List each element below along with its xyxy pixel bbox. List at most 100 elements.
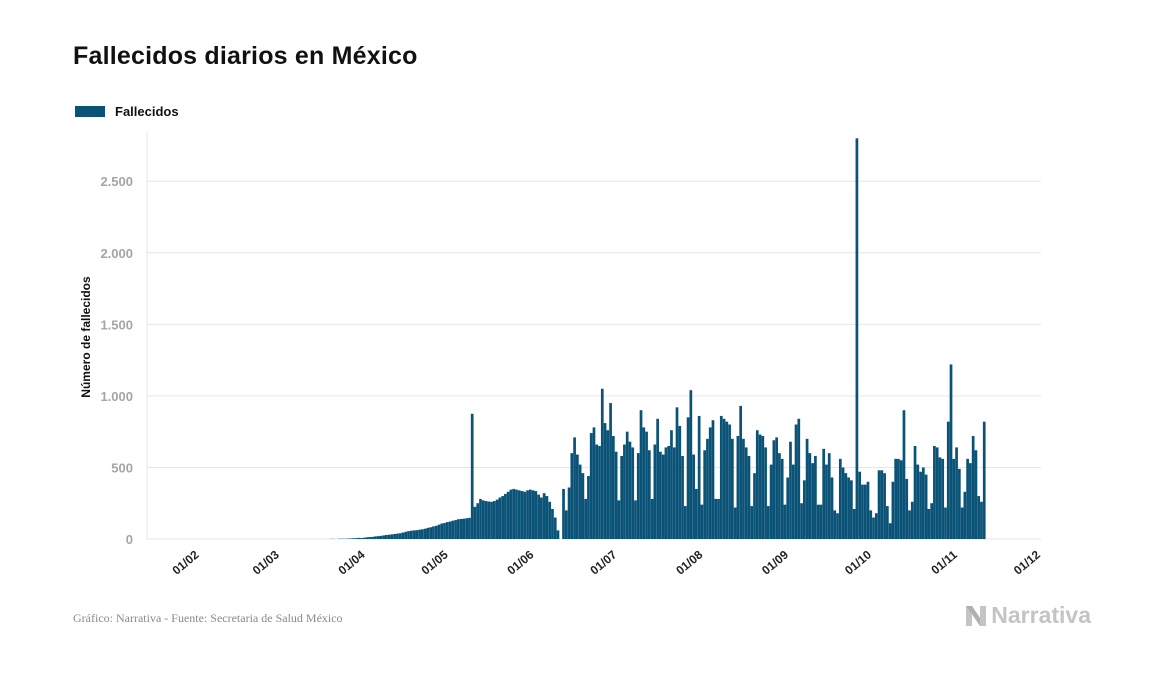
bar — [492, 501, 496, 539]
bar — [800, 503, 803, 539]
bar — [501, 496, 504, 539]
bar — [421, 529, 424, 539]
bar — [930, 503, 933, 539]
bar — [357, 537, 361, 539]
bar — [706, 438, 709, 539]
bar — [725, 421, 729, 539]
bar — [412, 530, 416, 539]
bar — [454, 520, 457, 539]
bar — [614, 451, 618, 539]
bar — [897, 458, 900, 539]
bar — [534, 491, 538, 539]
bar — [733, 507, 737, 539]
bar — [551, 508, 554, 539]
bar — [468, 517, 471, 539]
x-tick-label: 01/04 — [336, 547, 368, 577]
bar — [910, 501, 914, 539]
bar — [855, 138, 859, 539]
x-tick-label: 01/07 — [587, 547, 619, 577]
bar — [919, 471, 922, 539]
bar — [980, 501, 983, 539]
bar — [880, 470, 884, 539]
bar — [362, 537, 366, 539]
bar — [750, 506, 754, 539]
bar — [747, 456, 751, 539]
bar — [642, 427, 646, 539]
bar — [775, 437, 778, 539]
bar — [423, 528, 427, 539]
bar — [387, 534, 391, 539]
bar — [470, 413, 474, 539]
bar — [379, 535, 383, 539]
bar — [564, 510, 568, 539]
bar — [683, 506, 687, 539]
bar — [498, 497, 502, 539]
bar — [692, 454, 695, 539]
bar — [404, 531, 408, 539]
bar — [542, 493, 546, 539]
bar — [863, 484, 867, 539]
bar — [517, 490, 521, 539]
x-tick-label: 01/08 — [673, 547, 705, 577]
bar — [969, 463, 972, 539]
bar — [479, 498, 482, 539]
x-axis-ticks: 01/02 01/03 01/04 01/05 01/06 01/07 01/08 01/09… — [170, 547, 1044, 577]
source-note: Gráfico: Narrativa - Fuente: Secretaria … — [73, 611, 343, 625]
y-tick-label: 1.500 — [100, 317, 133, 332]
bar — [874, 513, 878, 539]
bar — [509, 489, 513, 539]
bar — [368, 537, 372, 539]
bar — [888, 523, 892, 539]
bar — [703, 450, 707, 539]
bar — [758, 434, 762, 539]
bar — [966, 458, 969, 539]
bar — [490, 501, 493, 539]
bar — [797, 418, 801, 539]
bar — [598, 445, 601, 539]
bar — [769, 464, 773, 539]
bar — [952, 458, 956, 539]
bar — [443, 522, 446, 539]
bar — [780, 458, 784, 539]
bar — [440, 523, 444, 539]
bar — [924, 474, 928, 539]
bar — [639, 410, 643, 539]
bar — [426, 527, 430, 539]
bar — [631, 447, 635, 539]
bar — [578, 464, 582, 539]
bar — [955, 447, 958, 539]
bar — [548, 501, 552, 539]
bar — [963, 491, 967, 539]
bar — [636, 453, 640, 539]
bar — [592, 427, 596, 539]
bar — [545, 496, 549, 539]
bar — [869, 510, 873, 539]
bar — [872, 517, 875, 539]
bar — [836, 513, 839, 539]
bar — [620, 456, 623, 539]
bar — [850, 480, 853, 539]
bar — [515, 489, 518, 539]
bar — [827, 453, 831, 539]
y-tick-label: 0 — [126, 532, 133, 547]
bar — [562, 488, 565, 539]
bar — [927, 508, 931, 539]
bar — [376, 536, 380, 539]
bar — [819, 504, 823, 539]
bar — [722, 418, 726, 539]
bar — [764, 447, 767, 539]
bar — [365, 537, 369, 539]
bar — [847, 477, 850, 539]
x-tick-label: 01/06 — [504, 547, 536, 577]
bar — [913, 445, 917, 539]
bar — [783, 504, 787, 539]
bar — [778, 453, 781, 539]
bar — [935, 447, 939, 539]
bar — [432, 526, 435, 539]
bar — [753, 473, 756, 539]
bar — [459, 518, 463, 539]
bar — [645, 431, 648, 539]
bar — [526, 490, 529, 539]
bar — [977, 496, 981, 539]
bar — [354, 538, 358, 539]
